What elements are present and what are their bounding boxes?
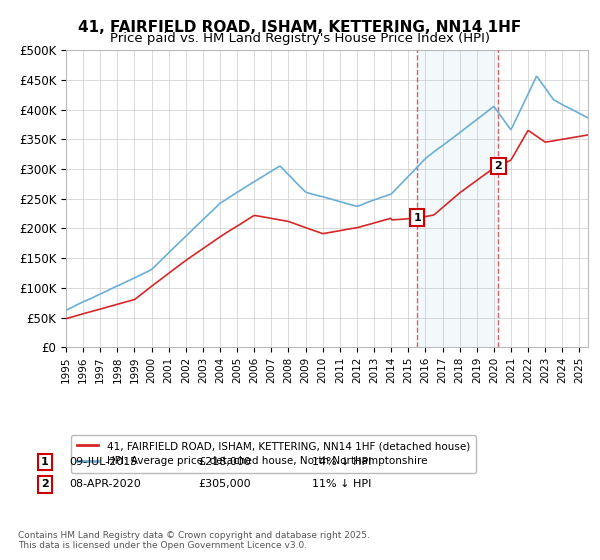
- Text: 09-JUL-2015: 09-JUL-2015: [69, 457, 137, 467]
- Bar: [417, 50, 499, 347]
- Text: 41, FAIRFIELD ROAD, ISHAM, KETTERING, NN14 1HF: 41, FAIRFIELD ROAD, ISHAM, KETTERING, NN…: [79, 20, 521, 35]
- Text: 11% ↓ HPI: 11% ↓ HPI: [312, 479, 371, 489]
- Text: 14% ↓ HPI: 14% ↓ HPI: [312, 457, 371, 467]
- Legend: 41, FAIRFIELD ROAD, ISHAM, KETTERING, NN14 1HF (detached house), HPI: Average pr: 41, FAIRFIELD ROAD, ISHAM, KETTERING, NN…: [71, 435, 476, 473]
- Text: Price paid vs. HM Land Registry's House Price Index (HPI): Price paid vs. HM Land Registry's House …: [110, 32, 490, 45]
- Text: 2: 2: [494, 161, 502, 171]
- Text: £305,000: £305,000: [198, 479, 251, 489]
- Text: Contains HM Land Registry data © Crown copyright and database right 2025.
This d: Contains HM Land Registry data © Crown c…: [18, 530, 370, 550]
- Text: 1: 1: [41, 457, 49, 467]
- Text: £218,000: £218,000: [198, 457, 251, 467]
- Text: 2: 2: [41, 479, 49, 489]
- Text: 08-APR-2020: 08-APR-2020: [69, 479, 141, 489]
- Text: 1: 1: [413, 213, 421, 223]
